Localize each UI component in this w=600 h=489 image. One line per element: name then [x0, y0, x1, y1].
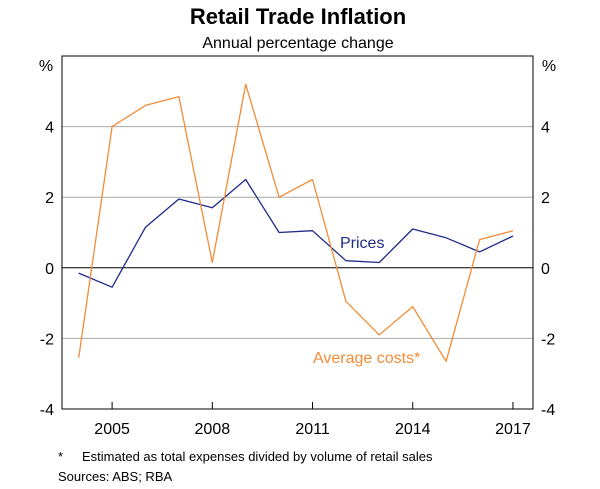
left-axis-unit: % [39, 58, 53, 75]
right-tick-label: 4 [541, 120, 550, 137]
x-tick-label: 2005 [94, 421, 130, 438]
chart: Retail Trade Inflation Annual percentage… [39, 4, 556, 438]
footnote-mark: * [58, 449, 64, 464]
series-label-prices: Prices [340, 235, 384, 252]
left-tick-label: 0 [45, 261, 54, 278]
left-tick-label: 2 [45, 190, 54, 207]
left-tick-label: 4 [45, 120, 54, 137]
left-tick-label: -2 [40, 331, 54, 348]
x-tick-label: 2008 [195, 421, 231, 438]
footnote-sources: Sources: ABS; RBA [58, 469, 173, 484]
right-tick-label: 2 [541, 190, 550, 207]
chart-title: Retail Trade Inflation [190, 4, 406, 29]
right-tick-label: -4 [541, 402, 555, 419]
series-label-average-costs: Average costs* [313, 350, 420, 367]
x-tick-label: 2017 [495, 421, 531, 438]
plot-frame [61, 55, 534, 410]
x-tick-label: 2014 [395, 421, 431, 438]
right-axis-ticks: -4 -2 0 2 4 [541, 120, 555, 419]
left-axis-ticks: -4 -2 0 2 4 [40, 120, 54, 419]
chart-subtitle: Annual percentage change [202, 35, 393, 52]
right-axis-unit: % [542, 58, 556, 75]
x-axis-ticks: 2005 2008 2011 2014 2017 [94, 402, 531, 438]
footnote-note-text: Estimated as total expenses divided by v… [82, 449, 433, 464]
right-tick-label: -2 [541, 331, 555, 348]
footnote-note: * Estimated as total expenses divided by … [58, 449, 432, 464]
gridlines [62, 126, 533, 339]
right-tick-label: 0 [541, 261, 550, 278]
left-tick-label: -4 [40, 402, 54, 419]
x-tick-label: 2011 [295, 421, 330, 438]
series-line-0 [78, 178, 514, 288]
series-lines [78, 83, 514, 362]
series-line-1 [78, 83, 514, 362]
